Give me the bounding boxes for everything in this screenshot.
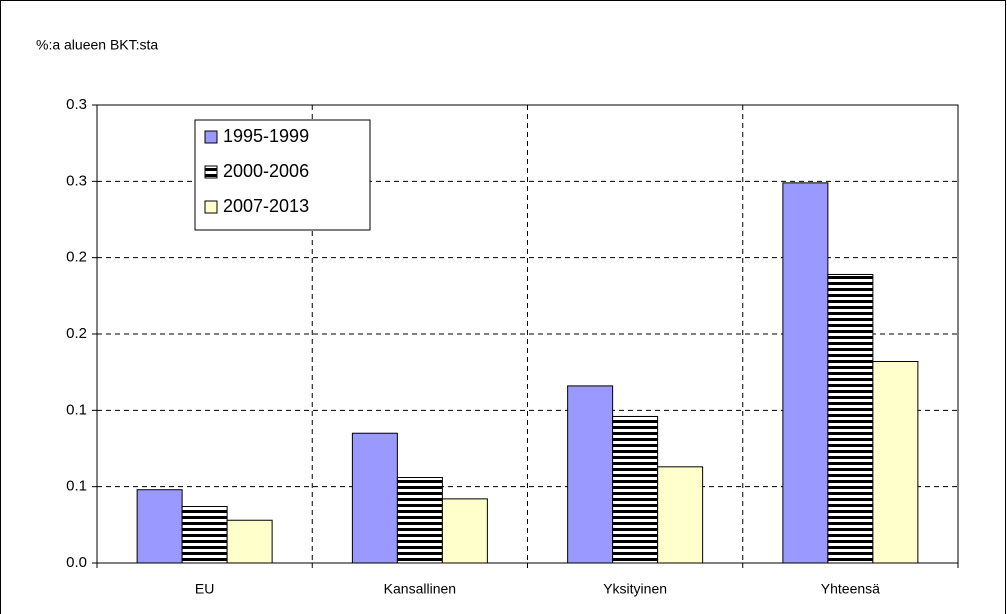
bar	[567, 385, 614, 564]
x-tick-label: EU	[195, 581, 214, 597]
bar	[136, 489, 183, 564]
x-tick-label: Kansallinen	[384, 581, 456, 597]
bar	[396, 477, 443, 564]
bar	[351, 432, 398, 564]
y-tick-label: 0.2	[66, 325, 87, 342]
x-tick-label: Yksityinen	[603, 581, 667, 597]
bar	[827, 273, 874, 564]
legend-swatch	[204, 130, 218, 144]
y-tick-label: 0.1	[66, 478, 87, 495]
legend-label: 2000-2006	[223, 161, 309, 181]
plot-border	[96, 104, 959, 564]
legend-label: 2007-2013	[223, 196, 309, 216]
legend-swatch	[204, 200, 218, 214]
bar	[226, 519, 273, 564]
bar	[612, 415, 659, 564]
bar	[441, 498, 488, 564]
y-tick-label: 0.3	[66, 172, 87, 189]
y-tick-label: 0.2	[66, 249, 87, 266]
legend-box	[194, 119, 371, 231]
x-tick-label: Yhteensä	[821, 581, 880, 597]
bar	[872, 360, 919, 564]
y-tick-label: 0.1	[66, 401, 87, 418]
legend-label: 1995-1999	[223, 126, 309, 146]
y-tick-label: 0.3	[66, 96, 87, 113]
bar	[657, 466, 704, 564]
legend-swatch	[204, 165, 218, 179]
y-tick-label: 0.0	[66, 554, 87, 571]
y-axis-label: %:a alueen BKT:sta	[36, 37, 158, 53]
bar	[181, 506, 228, 564]
bar	[782, 182, 829, 564]
